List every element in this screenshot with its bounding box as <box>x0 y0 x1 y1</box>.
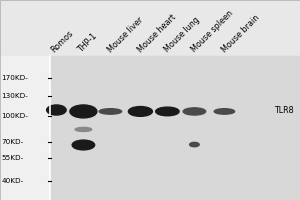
Ellipse shape <box>75 127 92 131</box>
Text: 70KD-: 70KD- <box>2 139 24 145</box>
Text: 170KD-: 170KD- <box>2 75 28 81</box>
Text: 55KD-: 55KD- <box>2 155 24 161</box>
Bar <box>0 56 300 200</box>
Text: 130KD-: 130KD- <box>2 93 28 99</box>
Text: Mouse lung: Mouse lung <box>163 15 202 54</box>
Text: THP-1: THP-1 <box>76 31 99 54</box>
Ellipse shape <box>190 142 199 147</box>
Ellipse shape <box>156 107 179 116</box>
Ellipse shape <box>128 107 152 116</box>
Bar <box>50 56 300 200</box>
Text: TLR8: TLR8 <box>274 106 294 115</box>
Ellipse shape <box>214 109 235 114</box>
Text: Mouse spleen: Mouse spleen <box>190 9 236 54</box>
Text: 40KD-: 40KD- <box>2 178 24 184</box>
Text: Mouse brain: Mouse brain <box>220 13 261 54</box>
Bar <box>0 56 50 200</box>
Ellipse shape <box>70 105 97 118</box>
Ellipse shape <box>72 140 95 150</box>
Text: 100KD-: 100KD- <box>2 113 28 119</box>
Text: Mouse liver: Mouse liver <box>106 15 145 54</box>
Ellipse shape <box>99 109 122 114</box>
Ellipse shape <box>183 108 206 115</box>
Ellipse shape <box>47 105 66 115</box>
Text: Mouse heart: Mouse heart <box>136 12 178 54</box>
Text: Romos: Romos <box>49 28 75 54</box>
